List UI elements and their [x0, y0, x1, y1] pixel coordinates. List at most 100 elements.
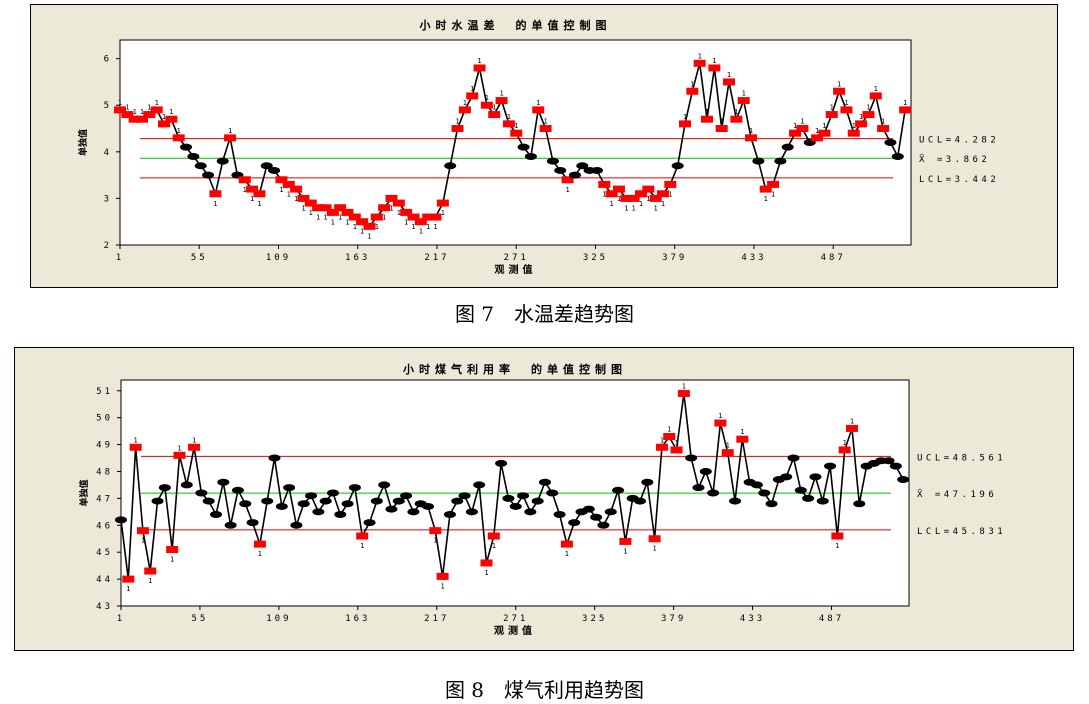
- out-of-control-point: [715, 125, 728, 133]
- test-failure-flag: 1: [470, 85, 474, 93]
- out-of-control-point: [173, 451, 186, 459]
- x-tick-label: 217: [424, 614, 449, 624]
- out-of-control-point: [714, 419, 727, 427]
- x-tick-label: 55: [191, 253, 208, 263]
- out-of-control-point: [451, 125, 464, 133]
- test-failure-flag: 1: [881, 118, 885, 126]
- chart-title: 小时水温差 的单值控制图: [419, 18, 612, 32]
- x-tick-label: 271: [503, 614, 528, 624]
- test-failure-flag: 1: [404, 218, 408, 226]
- y-tick-label: 49: [96, 441, 113, 451]
- out-of-control-point: [356, 532, 369, 540]
- test-failure-flag: 1: [661, 200, 665, 208]
- test-failure-flag: 1: [543, 118, 547, 126]
- out-of-control-point: [466, 92, 479, 100]
- test-failure-flag: 1: [830, 104, 834, 112]
- out-of-control-point: [143, 111, 156, 119]
- y-tick-label: 2: [104, 241, 112, 251]
- test-failure-flag: 1: [565, 550, 569, 558]
- test-failure-flag: 1: [169, 108, 173, 116]
- data-point: [531, 497, 544, 505]
- data-point: [707, 489, 720, 497]
- x-axis-label: 观测值: [495, 263, 537, 276]
- x-axis-label: 观测值: [494, 624, 536, 637]
- data-point: [180, 143, 193, 151]
- data-point: [597, 521, 610, 529]
- x-tick-label: 325: [582, 614, 607, 624]
- test-failure-flag: 1: [345, 218, 349, 226]
- out-of-control-point: [473, 64, 486, 72]
- out-of-control-point: [319, 204, 332, 212]
- data-point: [217, 478, 230, 486]
- test-failure-flag: 1: [764, 195, 768, 203]
- test-failure-flag: 1: [140, 108, 144, 116]
- test-failure-flag: 1: [610, 200, 614, 208]
- y-tick-label: 46: [96, 521, 113, 531]
- test-failure-flag: 1: [258, 550, 262, 558]
- y-tick-label: 44: [96, 575, 113, 585]
- out-of-control-point: [253, 540, 266, 548]
- out-of-control-point: [825, 111, 838, 119]
- data-point: [780, 473, 793, 481]
- data-point: [458, 492, 471, 500]
- data-point: [370, 497, 383, 505]
- data-point: [348, 484, 361, 492]
- test-failure-flag: 1: [859, 113, 863, 121]
- center-line-label: X̄ =3.862: [919, 154, 990, 166]
- out-of-control-point: [598, 180, 611, 188]
- out-of-control-point: [736, 435, 749, 443]
- out-of-control-point: [114, 106, 126, 114]
- test-failure-flag: 1: [397, 209, 401, 217]
- data-point: [641, 478, 654, 486]
- data-point: [882, 457, 895, 465]
- x-tick-label: 379: [662, 253, 687, 263]
- out-of-control-point: [312, 204, 325, 212]
- out-of-control-point: [677, 389, 690, 397]
- test-failure-flag: 1: [126, 585, 130, 593]
- out-of-control-point: [224, 134, 237, 142]
- center-line-label: X̄ =47.196: [917, 488, 997, 500]
- data-point: [524, 508, 537, 516]
- out-of-control-point: [605, 190, 618, 198]
- test-failure-flag: 1: [712, 57, 716, 65]
- test-failure-flag: 1: [294, 195, 298, 203]
- y-tick-label: 4: [104, 148, 112, 158]
- test-failure-flag: 1: [565, 186, 569, 194]
- test-failure-flag: 1: [433, 537, 437, 545]
- test-failure-flag: 1: [463, 99, 467, 107]
- y-axis-label: 单独值: [77, 129, 89, 156]
- data-point: [341, 500, 354, 508]
- out-of-control-point: [144, 567, 157, 575]
- data-point: [794, 486, 807, 494]
- x-tick-label: 487: [819, 614, 844, 624]
- out-of-control-point: [480, 101, 493, 109]
- data-point: [290, 521, 303, 529]
- ucl-line-label: UCL=48.561: [917, 453, 1006, 463]
- test-failure-flag: 1: [411, 223, 415, 231]
- x-tick-label: 325: [583, 253, 608, 263]
- test-failure-flag: 1: [213, 200, 217, 208]
- test-failure-flag: 1: [837, 80, 841, 88]
- data-point: [816, 497, 829, 505]
- out-of-control-point: [488, 111, 501, 119]
- out-of-control-point: [128, 115, 141, 123]
- out-of-control-point: [172, 134, 185, 142]
- out-of-control-point: [693, 59, 706, 67]
- test-failure-flag: 1: [705, 108, 709, 116]
- data-point: [363, 519, 376, 527]
- plot-area: [119, 39, 912, 246]
- out-of-control-point: [253, 190, 266, 198]
- out-of-control-point: [656, 190, 669, 198]
- data-point: [750, 481, 763, 489]
- test-failure-flag: 1: [279, 186, 283, 194]
- out-of-control-point: [129, 443, 142, 451]
- test-failure-flag: 1: [389, 204, 393, 212]
- data-point: [729, 497, 742, 505]
- out-of-control-point: [759, 185, 772, 193]
- data-point: [260, 162, 273, 170]
- test-failure-flag: 1: [353, 223, 357, 231]
- x-tick-label: 271: [504, 253, 529, 263]
- data-point: [283, 484, 296, 492]
- test-failure-flag: 1: [338, 214, 342, 222]
- data-point: [385, 505, 398, 513]
